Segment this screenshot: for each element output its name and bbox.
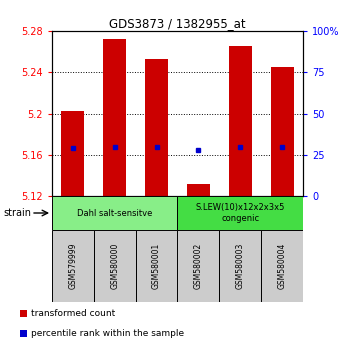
Bar: [270, 67, 294, 196]
Bar: [178, 196, 303, 230]
Bar: [20, 330, 27, 337]
Bar: [229, 46, 252, 196]
Text: GSM580002: GSM580002: [194, 243, 203, 289]
Text: percentile rank within the sample: percentile rank within the sample: [31, 329, 184, 338]
Bar: [20, 309, 27, 316]
Bar: [136, 230, 178, 302]
Text: GSM580001: GSM580001: [152, 243, 161, 289]
Bar: [187, 184, 210, 196]
Text: GSM580000: GSM580000: [110, 243, 119, 289]
Text: strain: strain: [3, 208, 31, 218]
Bar: [61, 112, 85, 196]
Title: GDS3873 / 1382955_at: GDS3873 / 1382955_at: [109, 17, 246, 30]
Text: GSM580004: GSM580004: [278, 243, 286, 289]
Bar: [219, 230, 261, 302]
Text: GSM579999: GSM579999: [69, 243, 77, 289]
Text: transformed count: transformed count: [31, 309, 115, 318]
Bar: [52, 196, 178, 230]
Bar: [103, 39, 126, 196]
Bar: [261, 230, 303, 302]
Text: GSM580003: GSM580003: [236, 243, 245, 289]
Bar: [178, 230, 219, 302]
Text: S.LEW(10)x12x2x3x5
congenic: S.LEW(10)x12x2x3x5 congenic: [195, 203, 285, 223]
Text: Dahl salt-sensitve: Dahl salt-sensitve: [77, 209, 152, 217]
Bar: [94, 230, 136, 302]
Bar: [145, 59, 168, 196]
Bar: [52, 230, 94, 302]
